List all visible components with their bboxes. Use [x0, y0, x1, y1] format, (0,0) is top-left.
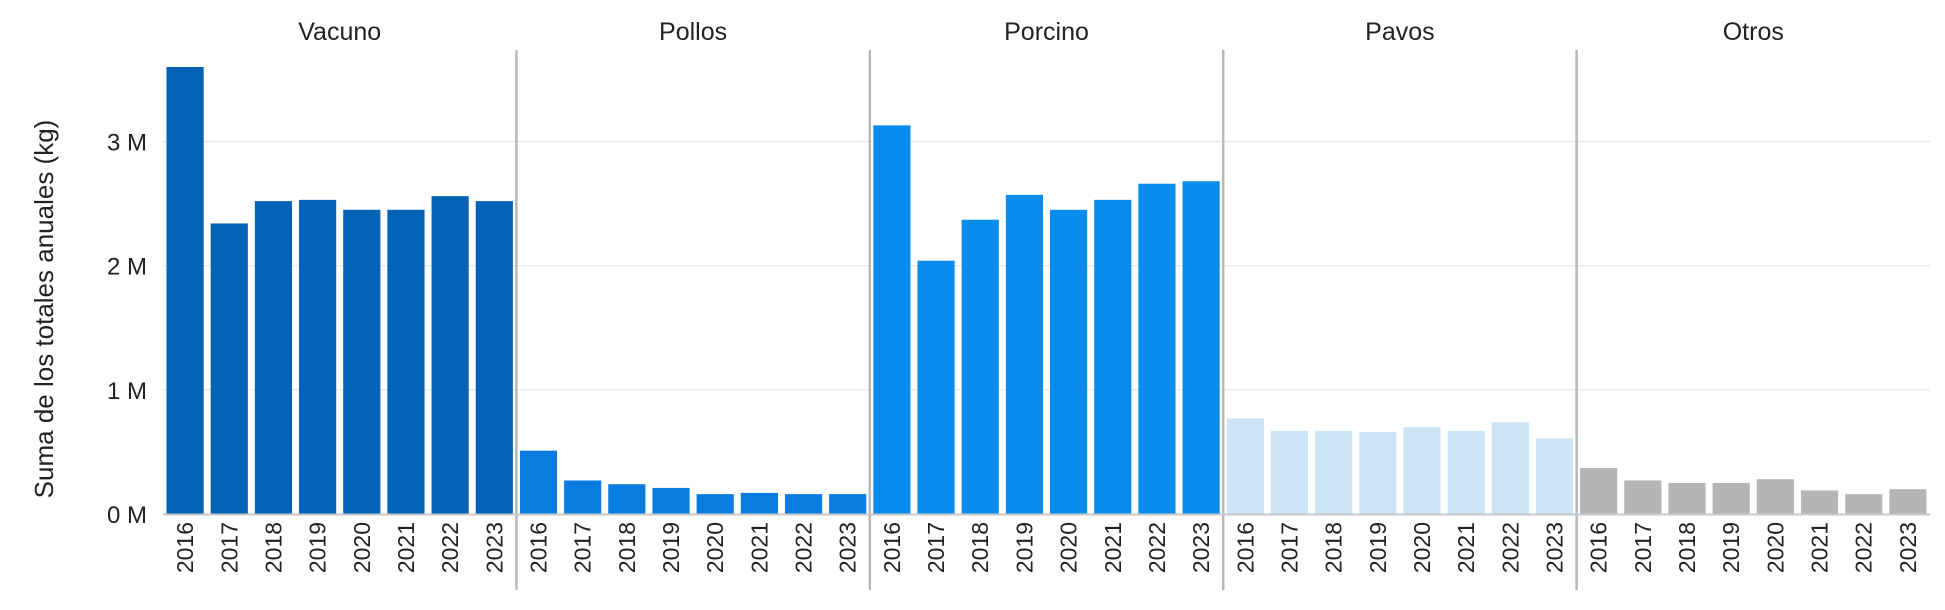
- bar: [1535, 438, 1574, 514]
- bar: [1800, 490, 1839, 514]
- y-tick-label: 0 M: [107, 502, 147, 529]
- x-tick-label: 2016: [525, 522, 551, 573]
- panel-title: Pollos: [659, 18, 727, 46]
- x-tick-label: 2018: [1674, 522, 1700, 573]
- x-tick-label: 2017: [216, 522, 242, 573]
- bar: [475, 201, 513, 514]
- bar: [1050, 209, 1088, 514]
- x-tick-label: 2023: [1542, 522, 1568, 573]
- bar: [1226, 418, 1264, 514]
- panel-title: Vacuno: [298, 18, 381, 46]
- x-tick-label: 2019: [658, 522, 684, 573]
- x-tick-label: 2020: [1056, 522, 1082, 573]
- bar: [961, 219, 999, 514]
- x-tick-label: 2019: [305, 522, 331, 573]
- x-tick-label: 2022: [791, 522, 817, 573]
- bar: [740, 492, 778, 514]
- x-tick-label: 2021: [1100, 522, 1126, 573]
- bar: [1447, 430, 1485, 514]
- x-tick-label: 2018: [1321, 522, 1347, 573]
- y-axis-title: Suma de los totales anuales (kg): [29, 120, 59, 499]
- x-tick-label: 2017: [570, 522, 596, 573]
- x-tick-label: 2019: [1011, 522, 1037, 573]
- panel-title: Otros: [1723, 18, 1784, 46]
- x-tick-label: 2020: [1762, 522, 1788, 573]
- bar: [873, 125, 911, 514]
- panel-dividers: [515, 50, 1578, 590]
- x-tick-label: 2018: [967, 522, 993, 573]
- x-tick-label: 2020: [1409, 522, 1435, 573]
- x-tick-label: 2019: [1365, 522, 1391, 573]
- x-tick-label: 2020: [349, 522, 375, 573]
- x-tick-label: 2022: [437, 522, 463, 573]
- y-tick-label: 1 M: [107, 378, 147, 405]
- x-tick-label: 2016: [172, 522, 198, 573]
- bar: [1712, 482, 1750, 514]
- x-tick-label: 2023: [1188, 522, 1214, 573]
- panel-title: Pavos: [1365, 18, 1434, 46]
- bar: [1138, 183, 1176, 514]
- bar: [1182, 181, 1220, 514]
- bar: [1315, 430, 1353, 514]
- bar: [1403, 427, 1441, 514]
- x-tick-label: 2018: [614, 522, 640, 573]
- x-tick-label: 2017: [1276, 522, 1302, 573]
- bar: [1491, 422, 1529, 514]
- x-tick-label: 2023: [835, 522, 861, 573]
- bar: [299, 199, 337, 514]
- bar: [652, 487, 690, 514]
- x-tick-label: 2021: [393, 522, 419, 573]
- bar: [696, 494, 734, 514]
- x-tick-label: 2020: [702, 522, 728, 573]
- bar: [829, 494, 867, 514]
- x-tick-label: 2018: [260, 522, 286, 573]
- x-tick-label: 2016: [879, 522, 905, 573]
- x-tick-label: 2021: [746, 522, 772, 573]
- labels: Vacuno 2016 2017 2018 2019 2020 2021 2022 2023 Po…: [172, 18, 1921, 573]
- y-tick-label: 2 M: [107, 254, 147, 281]
- x-tick-label: 2017: [1630, 522, 1656, 573]
- bar: [166, 67, 204, 514]
- bar: [343, 209, 381, 514]
- bar: [1668, 482, 1706, 514]
- bar: [1270, 430, 1309, 514]
- bar: [1756, 479, 1794, 514]
- bar: [1580, 468, 1618, 514]
- bar: [784, 494, 823, 514]
- bar: [564, 480, 602, 514]
- bar: [387, 209, 425, 514]
- panel-title: Porcino: [1004, 18, 1089, 46]
- y-tick-label: 3 M: [107, 130, 147, 157]
- bar: [1005, 194, 1043, 514]
- bar: [608, 484, 646, 514]
- x-tick-label: 2023: [481, 522, 507, 573]
- x-tick-label: 2023: [1895, 522, 1921, 573]
- x-tick-label: 2022: [1851, 522, 1877, 573]
- x-tick-label: 2022: [1497, 522, 1523, 573]
- bar: [1845, 494, 1883, 514]
- bar: [1889, 489, 1927, 514]
- x-tick-label: 2019: [1718, 522, 1744, 573]
- x-tick-label: 2016: [1586, 522, 1612, 573]
- gridlines: [163, 140, 1930, 391]
- x-tick-label: 2021: [1453, 522, 1479, 573]
- bar: [1624, 480, 1662, 514]
- x-tick-label: 2017: [923, 522, 949, 573]
- bar: [917, 260, 955, 514]
- x-tick-label: 2021: [1807, 522, 1833, 573]
- bars: [166, 67, 1927, 514]
- x-tick-label: 2016: [1232, 522, 1258, 573]
- bar: [431, 196, 469, 514]
- bar: [1094, 199, 1132, 514]
- x-tick-label: 2022: [1144, 522, 1170, 573]
- bar: [254, 201, 293, 514]
- bar: [1359, 432, 1397, 514]
- bar: [519, 450, 558, 514]
- axes: 0 M 1 M 2 M 3 M: [107, 130, 1930, 529]
- bar: [210, 223, 248, 514]
